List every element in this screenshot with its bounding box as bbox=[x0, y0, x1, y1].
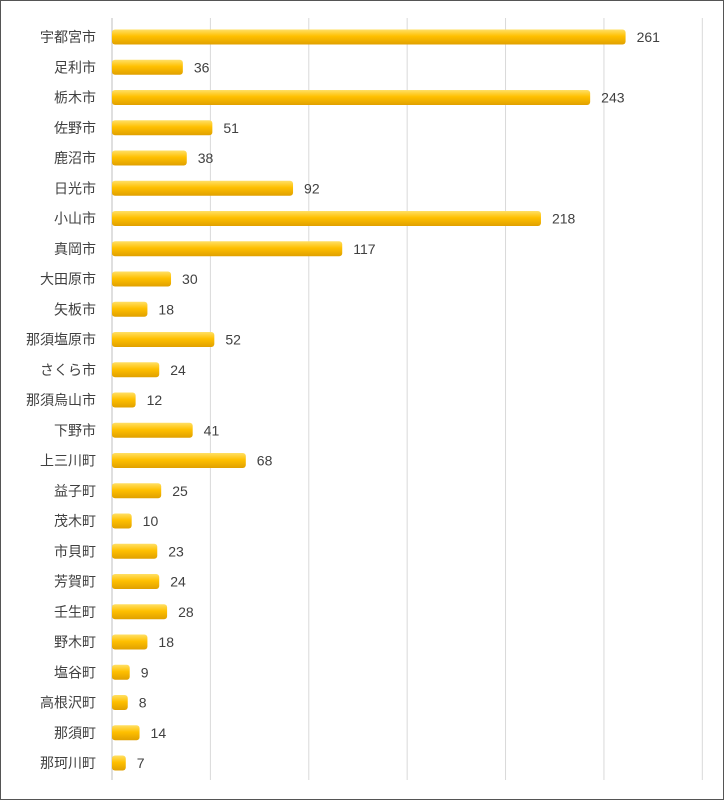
category-label: 高根沢町 bbox=[40, 695, 96, 712]
data-label: 28 bbox=[178, 604, 194, 620]
bar bbox=[112, 695, 128, 710]
bar bbox=[112, 362, 160, 378]
category-label: 市貝町 bbox=[54, 543, 96, 560]
bar bbox=[112, 332, 215, 347]
bar bbox=[112, 29, 626, 45]
bar bbox=[112, 241, 343, 257]
bar bbox=[112, 120, 213, 136]
category-label: 日光市 bbox=[54, 180, 96, 197]
category-label: 下野市 bbox=[54, 422, 96, 439]
data-label: 51 bbox=[223, 120, 239, 136]
category-label: 佐野市 bbox=[54, 120, 96, 137]
bar bbox=[112, 604, 168, 620]
bar bbox=[112, 392, 136, 408]
category-label: 茂木町 bbox=[54, 513, 96, 530]
category-label: 真岡市 bbox=[54, 241, 96, 258]
data-label: 92 bbox=[304, 180, 320, 196]
data-label: 10 bbox=[143, 513, 159, 529]
data-label: 7 bbox=[137, 755, 145, 771]
bar bbox=[112, 725, 140, 741]
data-label: 36 bbox=[194, 59, 210, 75]
bar bbox=[112, 755, 126, 771]
bar bbox=[112, 422, 193, 438]
data-label: 18 bbox=[158, 634, 174, 650]
data-label: 41 bbox=[204, 422, 220, 438]
category-label: 矢板市 bbox=[54, 301, 96, 318]
category-label: 足利市 bbox=[54, 59, 96, 76]
category-label: さくら市 bbox=[40, 362, 96, 379]
value-labels: 261 36 243 51 38 92 218 117 30 18 52 24 12 41 68 25 10 23… bbox=[137, 29, 660, 771]
bar bbox=[112, 634, 148, 650]
bar bbox=[112, 150, 187, 166]
data-label: 261 bbox=[637, 29, 661, 45]
data-label: 68 bbox=[257, 453, 273, 469]
category-label: 那須塩原市 bbox=[26, 332, 96, 349]
bar bbox=[112, 483, 162, 499]
data-label: 52 bbox=[225, 332, 241, 348]
data-label: 24 bbox=[170, 574, 186, 590]
data-label: 24 bbox=[170, 362, 186, 378]
bar bbox=[112, 453, 246, 468]
category-label: 益子町 bbox=[54, 484, 96, 500]
category-labels: 宇都宮市足利市栃木市佐野市鹿沼市日光市小山市真岡市大田原市矢板市那須塩原市さくら… bbox=[26, 29, 96, 772]
data-label: 243 bbox=[601, 90, 625, 106]
bar bbox=[112, 664, 130, 680]
bar bbox=[112, 90, 591, 105]
bar bbox=[112, 574, 160, 589]
data-label: 14 bbox=[151, 725, 167, 741]
data-label: 12 bbox=[147, 392, 163, 408]
data-label: 9 bbox=[141, 664, 149, 680]
data-label: 30 bbox=[182, 271, 198, 287]
category-label: 那須烏山市 bbox=[26, 392, 96, 409]
data-label: 23 bbox=[168, 543, 184, 559]
bar bbox=[112, 513, 132, 529]
bar bbox=[112, 271, 172, 287]
bar bbox=[112, 211, 541, 226]
data-label: 8 bbox=[139, 695, 147, 711]
data-label: 38 bbox=[198, 150, 214, 166]
bar bbox=[112, 543, 158, 559]
bar bbox=[112, 301, 148, 317]
category-label: 塩谷町 bbox=[54, 665, 96, 681]
category-label: 那須町 bbox=[54, 726, 96, 742]
category-label: 鹿沼市 bbox=[54, 150, 96, 167]
bars bbox=[112, 29, 626, 771]
data-label: 117 bbox=[353, 241, 376, 257]
category-label: 壬生町 bbox=[54, 605, 96, 621]
category-label: 宇都宮市 bbox=[40, 29, 96, 46]
bar bbox=[112, 59, 183, 75]
category-label: 野木町 bbox=[54, 635, 96, 651]
category-label: 小山市 bbox=[54, 211, 96, 228]
category-label: 那珂川町 bbox=[40, 756, 96, 772]
gridlines bbox=[111, 18, 703, 780]
category-label: 栃木市 bbox=[54, 90, 96, 107]
data-label: 25 bbox=[172, 483, 188, 499]
category-label: 芳賀町 bbox=[54, 574, 96, 591]
category-label: 大田原市 bbox=[40, 271, 96, 288]
category-label: 上三川町 bbox=[40, 454, 96, 470]
data-label: 218 bbox=[552, 211, 576, 227]
data-label: 18 bbox=[158, 301, 174, 317]
bar bbox=[112, 180, 294, 196]
